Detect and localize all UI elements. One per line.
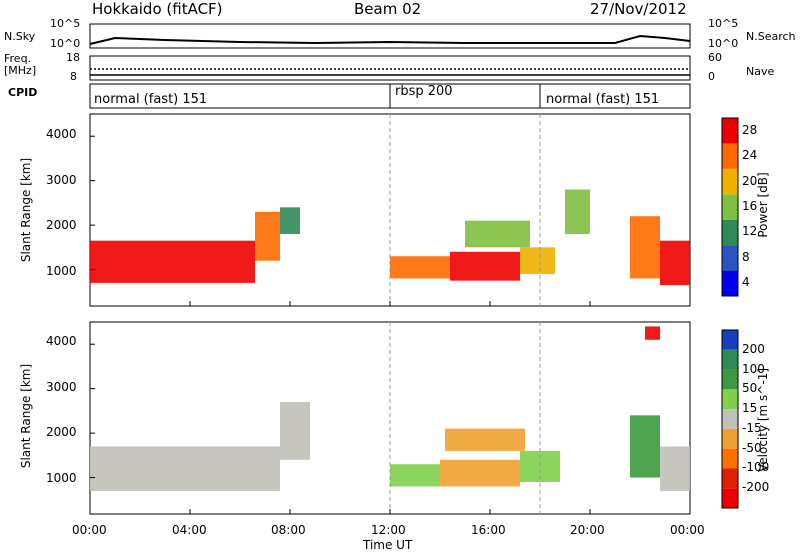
velocity-colorbar-cell	[722, 488, 738, 508]
scatter-region	[660, 446, 690, 491]
velocity-colorbar-cell	[722, 349, 738, 370]
velocity-colorbar-cell	[722, 448, 738, 469]
scatter-region	[630, 216, 660, 279]
scatter-region	[90, 446, 280, 491]
velocity-colorbar-tick: -100	[742, 460, 770, 475]
velocity-colorbar-cell	[722, 369, 738, 390]
freq-tick-top: 18	[66, 51, 80, 64]
xtick-0800: 08:00	[271, 523, 306, 537]
power-ytick-3000: 3000	[46, 173, 77, 187]
vel-ytick-2000: 2000	[46, 425, 77, 439]
power-colorbar-cell	[722, 270, 738, 296]
velocity-colorbar-cell	[722, 468, 738, 489]
power-ytick-1000: 1000	[46, 264, 77, 278]
freq-unit-label: [MHz]	[4, 64, 37, 77]
scatter-region	[445, 428, 525, 451]
xtick-1600: 16:00	[471, 523, 506, 537]
velocity-colorbar-tick: -200	[742, 480, 770, 495]
scatter-region	[520, 247, 555, 274]
nsky-panel	[89, 23, 691, 49]
velocity-colorbar-tick: 100	[742, 361, 765, 376]
cpid-label: CPID	[8, 86, 38, 99]
freq-tick-bottom: 8	[70, 70, 77, 83]
vel-ytick-3000: 3000	[46, 380, 77, 394]
nsearch-tick-bottom: 10^0	[708, 37, 739, 50]
velocity-colorbar-frame	[721, 329, 739, 509]
xtick-0000: 00:00	[72, 523, 107, 537]
power-colorbar-tick: 8	[742, 249, 750, 264]
velocity-colorbar-tick: 200	[742, 341, 765, 356]
velocity-colorbar-cell	[722, 428, 738, 449]
scatter-region	[440, 459, 520, 487]
nave-tick-top: 60	[708, 51, 722, 64]
velocity-colorbar-cell	[722, 389, 738, 410]
nsearch-tick-top: 10^5	[708, 17, 739, 30]
power-colorbar-cell	[722, 245, 738, 271]
scatter-region	[390, 256, 450, 279]
scatter-region	[565, 189, 590, 234]
nave-label: Nave	[746, 65, 775, 78]
vel-ytick-1000: 1000	[46, 471, 77, 485]
cpid-segment-3: normal (fast) 151	[546, 92, 660, 107]
xtick-2400: 00:00	[670, 523, 705, 537]
nsky-tick-top: 10^5	[50, 17, 81, 30]
power-colorbar-tick: 20	[742, 173, 758, 188]
scatter-region	[280, 207, 300, 234]
scatter-region	[90, 240, 255, 283]
scatter-region	[280, 402, 310, 460]
scatter-region	[255, 211, 280, 261]
freq-label: Freq.	[4, 52, 32, 65]
power-colorbar-frame	[721, 117, 739, 297]
power-colorbar-tick: 24	[742, 148, 758, 163]
velocity-colorbar-cell	[722, 330, 738, 350]
velocity-colorbar-tick: 15	[742, 401, 758, 416]
nsky-label: N.Sky	[4, 30, 36, 43]
xtick-0400: 04:00	[172, 523, 207, 537]
velocity-colorbar-tick: 50	[742, 381, 758, 396]
vel-ytick-4000: 4000	[46, 334, 77, 348]
power-colorbar-cell	[722, 118, 738, 144]
velocity-colorbar-cell	[722, 409, 738, 429]
xtick-2000: 20:00	[570, 523, 605, 537]
cpid-segment-2: rbsp 200	[395, 84, 453, 99]
nsearch-label: N.Search	[746, 30, 796, 43]
nsky-tick-bottom: 10^0	[50, 37, 81, 50]
velocity-colorbar-tick: -50	[742, 440, 762, 455]
scatter-region	[450, 251, 520, 281]
scatter-region	[660, 240, 690, 286]
station-title: Hokkaido (fitACF)	[92, 0, 223, 18]
power-colorbar-tick: 16	[742, 199, 758, 213]
power-colorbar-tick: 12	[742, 224, 758, 239]
power-colorbar-cell	[722, 194, 738, 220]
xtick-1200: 12:00	[371, 523, 406, 537]
power-ytick-2000: 2000	[46, 218, 77, 232]
power-colorbar-tick: 4	[742, 275, 750, 290]
scatter-region	[630, 415, 660, 478]
power-ytick-4000: 4000	[46, 127, 77, 141]
xlabel: Time UT	[363, 538, 413, 552]
nsky-line	[89, 34, 691, 45]
beam-title: Beam 02	[354, 0, 422, 18]
power-colorbar-cell	[722, 168, 738, 195]
cpid-segment-1: normal (fast) 151	[94, 92, 208, 107]
date-title: 27/Nov/2012	[590, 0, 687, 18]
velocity-colorbar-tick: -15	[742, 420, 762, 435]
scatter-region	[465, 220, 530, 248]
power-colorbar-tick: 28	[742, 122, 758, 137]
freq-panel	[89, 55, 691, 81]
scatter-region	[645, 326, 660, 340]
power-colorbar-cell	[722, 219, 738, 246]
power-colorbar-cell	[722, 143, 738, 169]
scatter-region	[390, 464, 440, 487]
nave-tick-bottom: 0	[708, 70, 715, 83]
